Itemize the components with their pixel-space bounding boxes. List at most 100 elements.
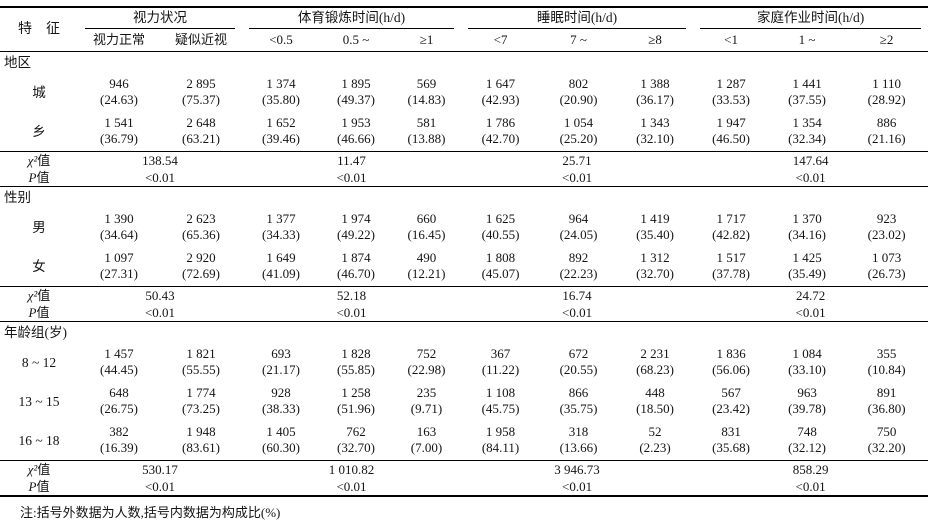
table-row-age-16-18: 16 ~ 18 382 (16.39) 1 948 (83.61) 1 405 (60.3… — [0, 421, 928, 461]
cell-percentage: (49.22) — [337, 227, 375, 242]
cell-percentage: (10.84) — [867, 362, 906, 377]
cell-percentage: (84.11) — [481, 440, 520, 455]
data-cell: 923 (23.02) — [845, 208, 928, 247]
stat-value: <0.01 — [242, 478, 462, 497]
data-cell: 762 (32.70) — [320, 421, 392, 461]
stat-value: <0.01 — [78, 304, 242, 322]
data-cell: 1 874 (46.70) — [320, 247, 392, 287]
cell-count: 1 828 — [341, 346, 371, 361]
data-cell: 1 958 (84.11) — [461, 421, 540, 461]
data-cell: 1 388 (36.17) — [617, 73, 693, 112]
cell-percentage: (73.25) — [182, 401, 220, 416]
cell-count: 762 — [346, 424, 366, 439]
p-symbol: P — [28, 479, 37, 494]
cell-percentage: (42.93) — [481, 92, 520, 107]
feature-column-header: 特 征 — [0, 7, 78, 52]
cell-percentage: (38.33) — [262, 401, 300, 416]
data-cell: 1 625 (40.55) — [461, 208, 540, 247]
column-header-exercise-05: 0.5 ~ — [320, 29, 392, 52]
cell-percentage: (34.16) — [788, 227, 827, 242]
data-cell: 648 (26.75) — [78, 382, 160, 421]
cell-percentage: (35.75) — [559, 401, 598, 416]
chi-square-row-age: χ²值 530.17 1 010.82 3 946.73 858.29 — [0, 460, 928, 478]
data-cell: 1 953 (46.66) — [320, 112, 392, 152]
cell-count: 490 — [416, 250, 437, 265]
cell-count: 923 — [876, 211, 897, 226]
cell-count: 1 419 — [640, 211, 670, 226]
cell-percentage: (25.20) — [559, 131, 598, 146]
column-header-exercise-ge1: ≥1 — [392, 29, 462, 52]
stat-value: <0.01 — [78, 478, 242, 497]
stat-value: <0.01 — [461, 478, 694, 497]
data-cell: 1 836 (56.06) — [693, 343, 769, 382]
data-cell: 1 377 (34.33) — [242, 208, 320, 247]
cell-percentage: (46.50) — [712, 131, 751, 146]
cell-count: 963 — [797, 385, 817, 400]
cell-count: 1 377 — [266, 211, 296, 226]
cell-percentage: (26.75) — [100, 401, 138, 416]
data-cell: 1 786 (42.70) — [461, 112, 540, 152]
data-cell: 1 354 (32.34) — [769, 112, 845, 152]
cell-percentage: (32.12) — [788, 440, 827, 455]
data-cell: 1 073 (26.73) — [845, 247, 928, 287]
chi-label-suffix: 值 — [37, 153, 51, 168]
row-label-rural: 乡 — [32, 123, 46, 139]
data-cell: 490 (12.21) — [392, 247, 461, 287]
cell-count: 964 — [568, 211, 589, 226]
cell-count: 1 874 — [341, 250, 371, 265]
cell-percentage: (55.85) — [337, 362, 375, 377]
cell-count: 1 390 — [104, 211, 134, 226]
cell-percentage: (60.30) — [262, 440, 300, 455]
cell-percentage: (41.09) — [262, 266, 300, 281]
cell-count: 1 054 — [563, 115, 594, 130]
table-row-age-13-15: 13 ~ 15 648 (26.75) 1 774 (73.25) 928 (38.33)… — [0, 382, 928, 421]
cell-percentage: (32.70) — [636, 266, 674, 281]
cell-percentage: (37.55) — [788, 92, 827, 107]
row-label-age-8-12: 8 ~ 12 — [21, 354, 57, 370]
stat-value: <0.01 — [461, 304, 694, 322]
cell-count: 1 425 — [792, 250, 822, 265]
data-cell: 1 717 (42.82) — [693, 208, 769, 247]
data-cell: 367 (11.22) — [461, 343, 540, 382]
stat-value: 11.47 — [242, 151, 462, 169]
cell-count: 2 231 — [640, 346, 670, 361]
cell-count: 1 343 — [640, 115, 670, 130]
cell-percentage: (49.37) — [337, 92, 375, 107]
data-cell: 928 (38.33) — [242, 382, 320, 421]
data-cell: 831 (35.68) — [693, 421, 769, 461]
data-cell: 1 108 (45.75) — [461, 382, 540, 421]
cell-count: 648 — [109, 385, 129, 400]
data-cell: 163 (7.00) — [392, 421, 461, 461]
cell-percentage: (26.73) — [867, 266, 906, 281]
p-value-label: P值 — [0, 304, 78, 322]
stat-value: <0.01 — [78, 169, 242, 187]
cell-count: 892 — [568, 250, 589, 265]
cell-percentage: (35.80) — [262, 92, 300, 107]
data-cell: 2 648 (63.21) — [160, 112, 242, 152]
column-header-homework-1: 1 ~ — [769, 29, 846, 52]
p-value-label: P值 — [0, 478, 78, 497]
data-cell: 1 649 (41.09) — [242, 247, 320, 287]
cell-count: 1 405 — [266, 424, 296, 439]
group-header-homework-label: 家庭作业时间(h/d) — [700, 9, 922, 29]
cell-percentage: (33.53) — [712, 92, 751, 107]
cell-percentage: (42.70) — [481, 131, 520, 146]
stat-value: <0.01 — [242, 169, 462, 187]
cell-percentage: (16.39) — [100, 440, 138, 455]
data-cell: 1 441 (37.55) — [769, 73, 845, 112]
stat-value: <0.01 — [693, 478, 928, 497]
cell-percentage: (45.75) — [481, 401, 520, 416]
cell-percentage: (39.46) — [262, 131, 300, 146]
chi-label-suffix: 值 — [37, 288, 51, 303]
cell-count: 802 — [568, 76, 589, 91]
table-row-age-8-12: 8 ~ 12 1 457 (44.45) 1 821 (55.55) 693 (21.17… — [0, 343, 928, 382]
data-cell: 1 895 (49.37) — [320, 73, 392, 112]
data-cell: 886 (21.16) — [845, 112, 928, 152]
cell-percentage: (35.49) — [788, 266, 827, 281]
chi-symbol: χ² — [27, 462, 38, 477]
data-cell: 1 517 (37.78) — [693, 247, 769, 287]
stat-value: 1 010.82 — [242, 460, 462, 478]
cell-percentage: (37.78) — [712, 266, 751, 281]
data-cell: 1 947 (46.50) — [693, 112, 769, 152]
stat-value: <0.01 — [693, 304, 928, 322]
